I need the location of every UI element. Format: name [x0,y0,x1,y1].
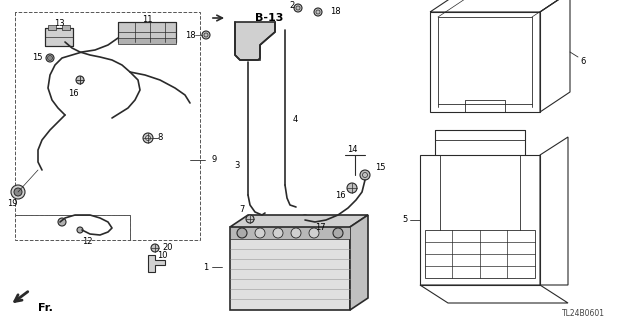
Polygon shape [148,255,165,272]
Circle shape [46,54,54,62]
Bar [118,22,176,42]
Text: 2: 2 [289,2,294,11]
Circle shape [143,133,153,143]
Polygon shape [235,22,275,60]
Circle shape [58,218,66,226]
Text: 16: 16 [335,190,346,199]
Text: 7: 7 [239,204,244,213]
Bar [230,227,350,239]
Text: TL24B0601: TL24B0601 [562,308,605,317]
Circle shape [47,56,52,61]
Bar [425,230,535,278]
Text: 1: 1 [203,263,208,271]
Text: 14: 14 [347,145,357,154]
Circle shape [273,228,283,238]
Circle shape [300,215,310,225]
Text: 15: 15 [32,54,42,63]
Text: 17: 17 [315,224,326,233]
Circle shape [202,31,210,39]
Circle shape [291,228,301,238]
Circle shape [237,228,247,238]
Text: 13: 13 [54,19,64,27]
Circle shape [360,170,370,180]
Bar [230,227,350,310]
Bar [118,38,176,44]
Circle shape [76,76,84,84]
Text: 4: 4 [292,115,298,124]
Polygon shape [350,215,368,310]
Bar [420,155,540,285]
Bar [45,28,73,46]
Circle shape [151,244,159,252]
Text: 8: 8 [157,133,163,143]
Bar [48,25,56,30]
Circle shape [347,183,357,193]
Bar [118,22,176,42]
Text: 18: 18 [330,8,340,17]
Text: 16: 16 [68,88,78,98]
Circle shape [294,4,302,12]
Text: 15: 15 [375,164,385,173]
Text: 20: 20 [163,243,173,253]
Text: Fr.: Fr. [38,303,53,313]
Circle shape [309,228,319,238]
Circle shape [314,8,322,16]
Text: 3: 3 [234,160,240,169]
Polygon shape [230,215,368,227]
Text: 6: 6 [580,57,586,66]
Circle shape [333,228,343,238]
Bar [62,25,70,30]
Text: 12: 12 [82,238,92,247]
Text: 19: 19 [7,199,17,209]
Text: 5: 5 [403,216,408,225]
Text: 18: 18 [185,31,195,40]
Circle shape [11,185,25,199]
Text: 11: 11 [141,14,152,24]
Circle shape [246,215,254,223]
Bar [430,12,540,112]
Circle shape [14,188,22,196]
Text: 9: 9 [212,155,217,165]
Bar [45,28,73,46]
Text: B-13: B-13 [255,13,284,23]
Text: 10: 10 [157,250,167,259]
Circle shape [77,227,83,233]
Circle shape [255,228,265,238]
